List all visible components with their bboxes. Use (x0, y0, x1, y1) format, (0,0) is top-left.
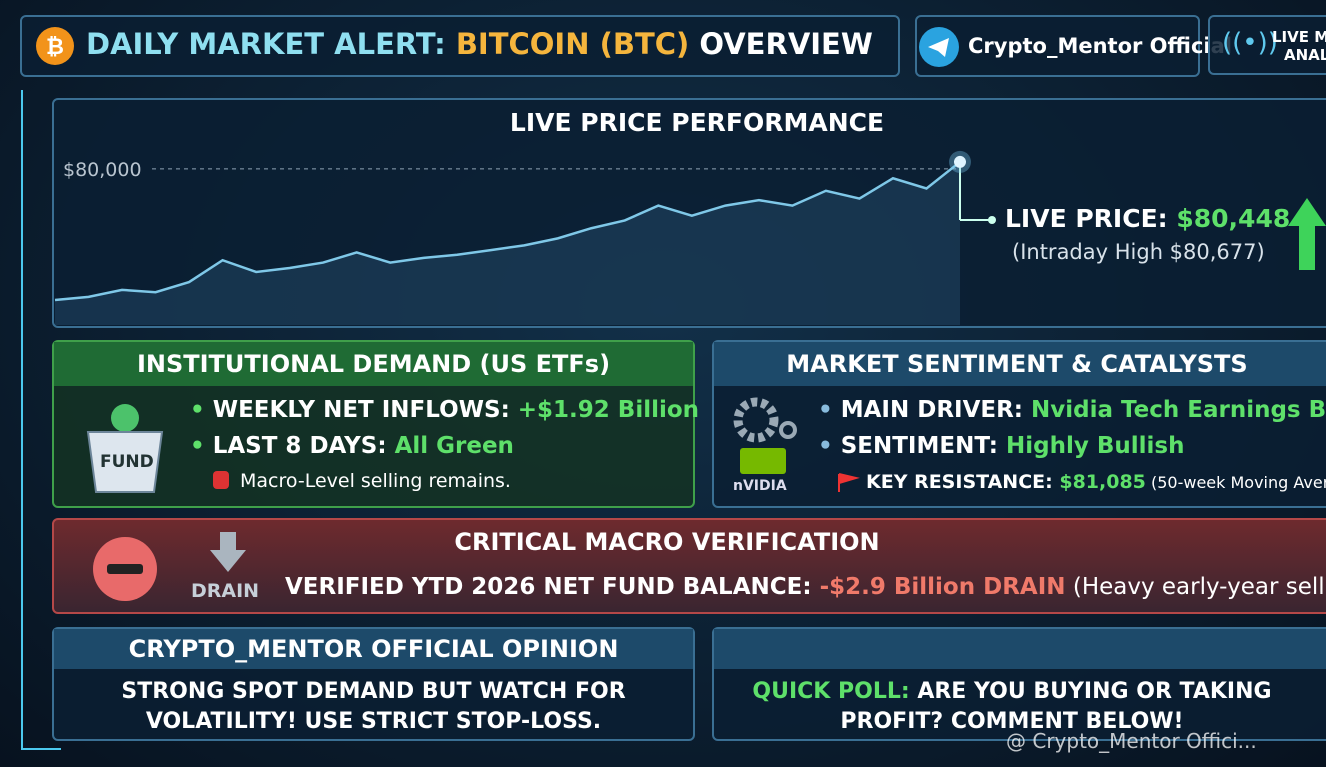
title-part: DAILY MARKET ALERT: (86, 27, 456, 61)
live-price-value: $80,448 (1176, 204, 1291, 233)
chart-panel: LIVE PRICE PERFORMANCE (52, 98, 1326, 328)
flag-icon (838, 473, 860, 492)
accent-line (21, 748, 61, 750)
opinion-panel: CRYPTO_MENTOR OFFICIAL OPINION STRONG SP… (52, 627, 695, 741)
panel-title: MARKET SENTIMENT & CATALYSTS (786, 350, 1248, 378)
bullet: KEY RESISTANCE: $81,085 (50-week Moving … (866, 471, 1326, 493)
poll-line: PROFIT? COMMENT BELOW! (840, 709, 1184, 734)
header-box (20, 15, 900, 77)
badge-line: LIVE MA (1272, 28, 1326, 46)
panel-header (714, 629, 1326, 669)
price-line (54, 160, 961, 302)
title-part: BITCOIN (BTC) (455, 27, 690, 61)
svg-text:₿: ₿ (46, 35, 64, 60)
bullet-label: WEEKLY NET INFLOWS: (212, 397, 518, 423)
bullet-label: SENTIMENT: (840, 433, 1006, 459)
poll-text: QUICK POLL: ARE YOU BUYING OR TAKING PROF… (714, 677, 1310, 737)
macro-panel: CRITICAL MACRO VERIFICATION (52, 518, 1326, 614)
fund-label: FUND (100, 452, 154, 472)
bullet-note: (50-week Moving Averag (1150, 473, 1326, 492)
minus-icon (93, 537, 157, 601)
connector-dot (988, 216, 996, 224)
bullet-label: LAST 8 DAYS: (212, 433, 395, 459)
alert-icon (213, 471, 229, 489)
bullet-value: $81,085 (1059, 471, 1146, 493)
intraday-high: (Intraday High $80,677) (1012, 240, 1265, 264)
macro-note: (Heavy early-year selling) (1072, 574, 1326, 600)
live-price-label: LIVE PRICE: (1005, 204, 1177, 233)
title: DAILY MARKET ALERT: BITCOIN (BTC) OVERVI… (86, 27, 873, 61)
channel-name: Crypto_Mentor Official (968, 34, 1232, 58)
panel-title: INSTITUTIONAL DEMAND (US ETFs) (136, 350, 611, 378)
bullet-label: MAIN DRIVER: (840, 397, 1032, 423)
live-badge (1208, 15, 1326, 75)
accent-line (21, 90, 23, 750)
price-area (55, 161, 960, 325)
nvidia-eye (740, 448, 786, 474)
fund-icon (86, 404, 164, 493)
opinion-text: STRONG SPOT DEMAND BUT WATCH FOR VOLATILI… (54, 677, 693, 737)
bullet: • WEEKLY NET INFLOWS: +$1.92 Billion (190, 397, 700, 423)
institutional-panel: INSTITUTIONAL DEMAND (US ETFs) (52, 340, 695, 508)
panel-header (54, 629, 693, 669)
bitcoin-icon: ₿ (36, 27, 74, 65)
note: Macro-Level selling remains. (240, 470, 511, 492)
watermark: @ Crypto_Mentor Offici... (1006, 729, 1257, 753)
up-arrow (1288, 198, 1326, 270)
drain-label: DRAIN (191, 580, 260, 602)
drain-arrow (210, 532, 246, 572)
bullet-value: +$1.92 Billion (517, 397, 700, 423)
bullet-value: Nvidia Tech Earnings Boos (1031, 397, 1326, 423)
macro-label: VERIFIED YTD 2026 NET FUND BALANCE: (285, 574, 820, 600)
macro-value: -$2.9 Billion DRAIN (819, 574, 1066, 600)
panel-header (714, 342, 1326, 386)
panel-title: CRITICAL MACRO VERIFICATION (454, 528, 880, 556)
live-price: LIVE PRICE: $80,448 (1005, 204, 1290, 233)
last-point (954, 155, 966, 168)
panel-title: CRYPTO_MENTOR OFFICIAL OPINION (128, 635, 619, 663)
bullet-value: All Green (394, 433, 514, 459)
y-tick-label: $80,000 (63, 159, 142, 181)
poll-panel: QUICK POLL: ARE YOU BUYING OR TAKING PROF… (712, 627, 1326, 741)
poll-rest: ARE YOU BUYING OR TAKING (909, 679, 1272, 704)
broadcast-icon: ((•)) (1222, 28, 1278, 58)
panel-header (54, 342, 693, 386)
macro-text: VERIFIED YTD 2026 NET FUND BALANCE: -$2.… (285, 574, 1326, 600)
poll-label: QUICK POLL: (752, 679, 910, 704)
title-part: OVERVIEW (689, 27, 873, 61)
gear-icon (733, 397, 797, 443)
bullet: • LAST 8 DAYS: All Green (190, 433, 514, 459)
price-chart: $80,000 (54, 150, 996, 325)
sentiment-panel: MARKET SENTIMENT & CATALYSTS (712, 340, 1326, 508)
badge-line: ANAL (1284, 46, 1326, 64)
bullet-label: KEY RESISTANCE: (866, 471, 1060, 493)
opinion-line: VOLATILITY! USE STRICT STOP-LOSS. (145, 709, 602, 734)
bullet: • SENTIMENT: Highly Bullish (818, 433, 1185, 459)
channel-box (915, 15, 1200, 77)
nvidia-logo: nVIDIA (733, 478, 787, 494)
telegram-icon (919, 27, 959, 67)
bullet-value: Highly Bullish (1005, 433, 1185, 459)
live-badge-text: LIVE MAANAL (1272, 28, 1326, 64)
opinion-line: STRONG SPOT DEMAND BUT WATCH FOR (121, 679, 626, 704)
bullet: • MAIN DRIVER: Nvidia Tech Earnings Boos (818, 397, 1326, 423)
panel-title: LIVE PRICE PERFORMANCE (509, 108, 885, 137)
